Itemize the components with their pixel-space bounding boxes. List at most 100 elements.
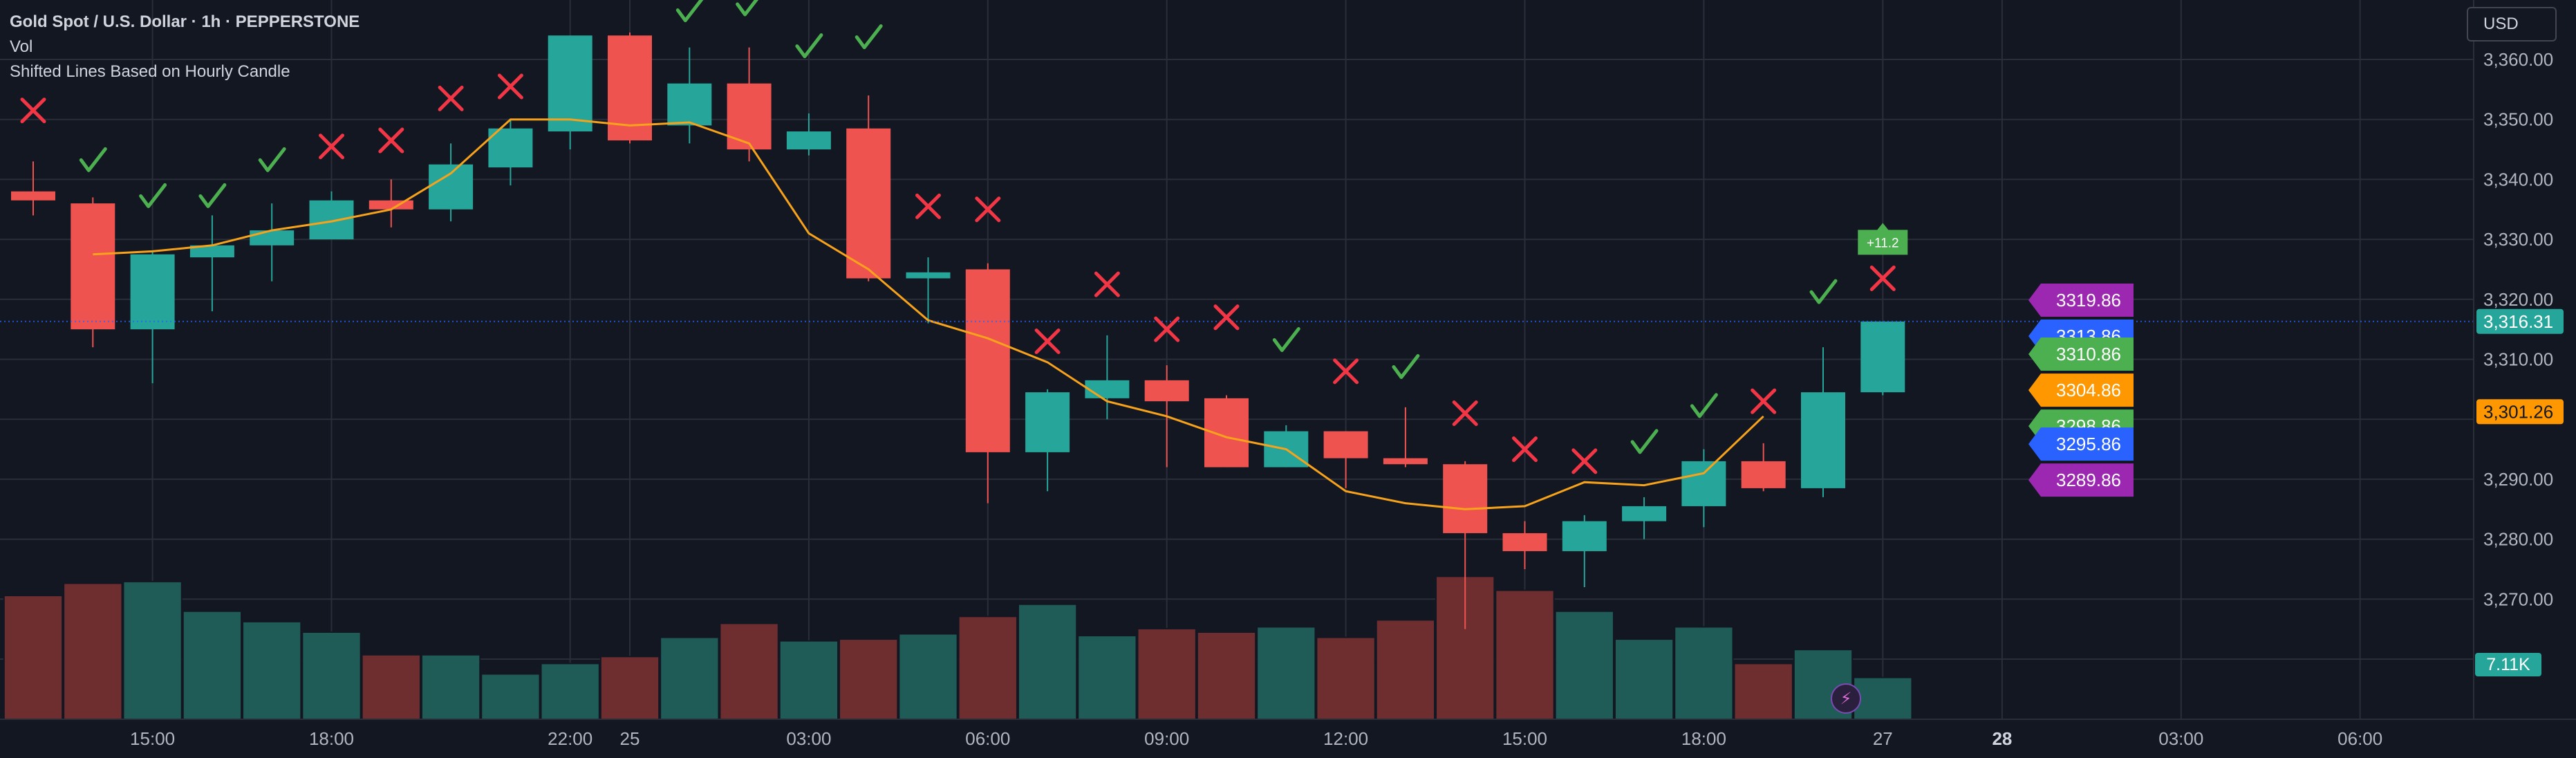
check-signal-icon [79, 147, 107, 172]
cross-signal-icon [1213, 304, 1240, 331]
level-label-tag [2028, 427, 2134, 461]
x-tick-label: 06:00 [2337, 728, 2382, 749]
level-label-text: 3319.86 [2056, 290, 2121, 311]
level-label-tag [2028, 284, 2134, 317]
candle-body [906, 272, 951, 279]
cross-signal-icon [1571, 448, 1598, 474]
cross-signal-icon [438, 85, 464, 111]
level-labels: 3319.863313.863310.863304.863298.863295.… [2028, 284, 2134, 497]
candle-body [1502, 533, 1547, 551]
currency-button[interactable]: USD [2467, 7, 2557, 41]
cross-signal-icon [1333, 358, 1359, 385]
y-tick-label: 3,320.00 [2483, 289, 2553, 310]
candle-body [1383, 458, 1428, 465]
level-label-text: 3289.86 [2056, 470, 2121, 490]
signals: +11.2 [20, 0, 1908, 474]
y-tick-label: 3,340.00 [2483, 169, 2553, 190]
volume-indicator-label[interactable]: Vol [10, 37, 33, 56]
shifted-lines-indicator-label[interactable]: Shifted Lines Based on Hourly Candle [10, 62, 290, 81]
candle-body [1741, 461, 1786, 488]
indicator-line-layer [0, 118, 2474, 510]
candle-body [130, 254, 175, 330]
check-signal-icon [675, 0, 704, 23]
check-signal-icon [198, 183, 227, 208]
cross-signal-icon [378, 127, 404, 154]
level-label-text: 3304.86 [2056, 380, 2121, 400]
indicator-line [93, 118, 1764, 510]
volume-bar [3, 595, 64, 721]
x-tick-label: 22:00 [548, 728, 592, 749]
candle-body [727, 83, 772, 150]
current-price-tag: 3,316.31 [2483, 311, 2553, 332]
volume-bar [1077, 635, 1137, 720]
x-tick-label: 28 [1992, 728, 2012, 749]
chart-legend: Gold Spot / U.S. Dollar · 1h · PEPPERSTO… [10, 10, 360, 84]
x-tick-label: 25 [620, 728, 640, 749]
volume-bar [182, 610, 243, 721]
current-price-tag-bg [2476, 308, 2564, 334]
volume-bar [1554, 610, 1614, 721]
volume-bar [1614, 638, 1674, 721]
symbol-title[interactable]: Gold Spot / U.S. Dollar · 1h · PEPPERSTO… [10, 12, 360, 31]
check-signal-icon [1809, 279, 1838, 304]
volume-bar [242, 620, 302, 720]
check-signal-icon [736, 0, 758, 17]
lightning-bolt-icon[interactable]: ⚡ [1831, 683, 1861, 714]
cross-signal-icon [915, 193, 941, 219]
x-tick-label: 03:00 [786, 728, 831, 749]
candle-body [1622, 506, 1667, 521]
candle-body [1025, 392, 1070, 452]
cross-signal-icon [1512, 436, 1538, 463]
volume-bar [361, 654, 421, 721]
y-tick-label: 3,290.00 [2483, 469, 2553, 490]
candle-body [368, 200, 413, 210]
volume-tag: 7.11K [2486, 655, 2530, 674]
candle-body [1562, 521, 1607, 551]
candle-body [1860, 321, 1905, 393]
level-label-text: 3295.86 [2056, 434, 2121, 454]
volume-bar [1495, 589, 1555, 721]
volume-bar [1853, 676, 1913, 721]
line-value-tag: 3,301.26 [2483, 401, 2553, 422]
x-tick-label: 18:00 [1681, 728, 1726, 749]
volume-tag-bg [2475, 653, 2541, 676]
y-tick-label: 3,280.00 [2483, 529, 2553, 550]
volume-bar [719, 622, 779, 721]
check-signal-icon [1392, 354, 1420, 380]
cross-signal-icon [1094, 271, 1120, 297]
volume-bar [1196, 631, 1257, 720]
cross-signal-icon [1154, 316, 1180, 342]
candle-body [1681, 461, 1726, 506]
cross-signal-icon [1869, 265, 1896, 291]
candle-body [667, 83, 712, 126]
volume-bar [599, 656, 660, 721]
x-tick-label: 15:00 [130, 728, 175, 749]
volume-bars [3, 575, 1913, 721]
cross-signal-icon [497, 73, 523, 100]
candle-body [1443, 464, 1488, 533]
line-value-tag-bg [2476, 399, 2564, 425]
check-signal-icon [1630, 429, 1659, 454]
x-tick-label: 09:00 [1144, 728, 1189, 749]
candle-body [11, 191, 55, 201]
level-label-tag [2028, 463, 2134, 497]
candle-body [429, 164, 474, 210]
cross-signal-icon [1751, 388, 1777, 414]
cross-signal-icon [1034, 328, 1061, 354]
x-tick-label: 12:00 [1323, 728, 1368, 749]
volume-bar [1375, 619, 1436, 720]
x-tick-label: 18:00 [309, 728, 354, 749]
check-signal-icon [855, 24, 883, 50]
level-label-text: 3310.86 [2056, 344, 2121, 364]
volume-bar [958, 616, 1018, 720]
candle-body [189, 245, 234, 258]
y-tick-label: 3,270.00 [2483, 589, 2553, 609]
candle-body [846, 128, 891, 279]
candle-body [488, 128, 533, 168]
x-tick-label: 06:00 [965, 728, 1010, 749]
price-axis-bg [2474, 0, 2576, 758]
volume-bar [1316, 636, 1376, 720]
candle-body [309, 200, 354, 240]
